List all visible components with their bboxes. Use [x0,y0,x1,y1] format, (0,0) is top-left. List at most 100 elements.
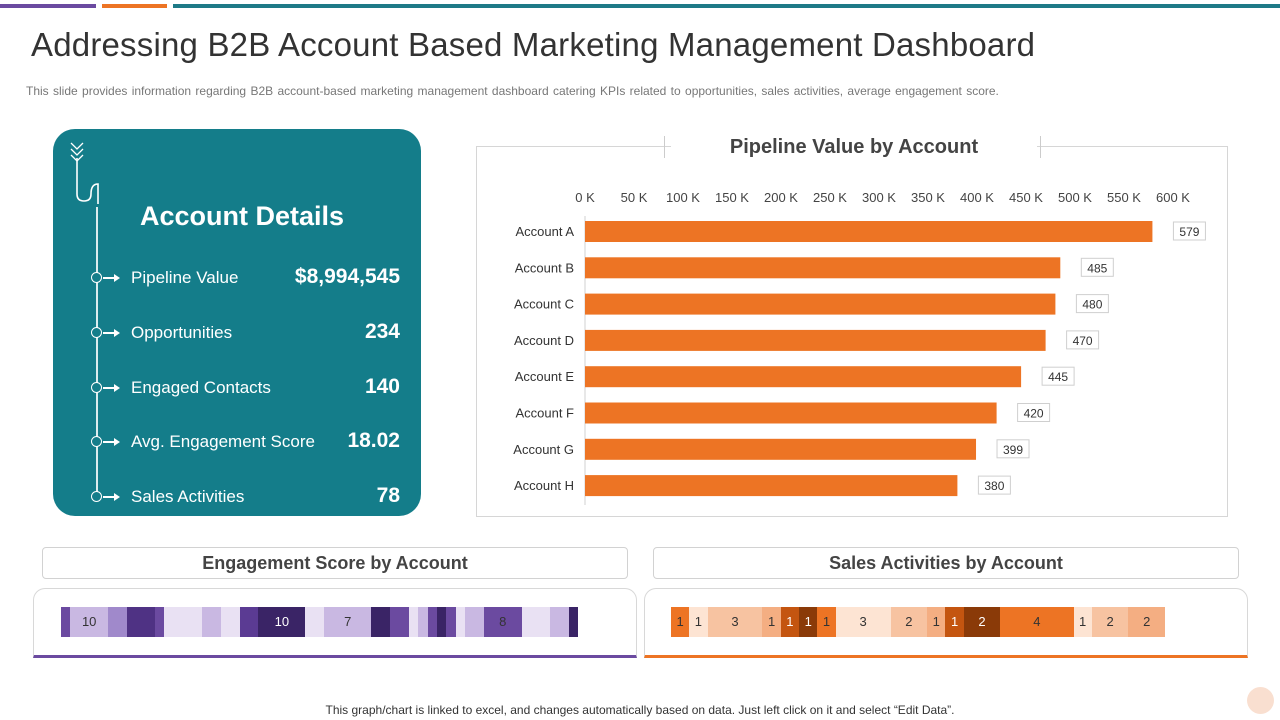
title-divider-left [664,136,665,158]
strip-segment [155,607,165,637]
x-tick-label: 400 K [960,190,994,205]
data-label: 579 [1179,225,1199,239]
category-label: Account G [513,442,574,457]
x-tick-label: 200 K [764,190,798,205]
page-title: Addressing B2B Account Based Marketing M… [31,26,1036,63]
pipeline-chart-title: Pipeline Value by Account [671,136,1037,162]
data-label: 480 [1082,298,1102,312]
arrowhead-icon [114,493,120,501]
data-label-box [1041,366,1075,386]
top-accent-bar-orange [102,4,167,8]
x-tick-label: 150 K [715,190,749,205]
pipeline-value-chart[interactable]: 0 K 50 K 100 K 150 K 200 K 250 K 300 K 350 K 400… [476,180,1228,510]
stat-label: Avg. Engagement Score [131,432,315,451]
timeline-line [96,207,98,499]
strip-segment [305,607,325,637]
bar [585,293,1056,315]
x-tick-label: 550 K [1107,190,1141,205]
stat-label: Engaged Contacts [131,378,271,397]
arrow-right-icon [103,387,117,389]
arrow-right-icon [103,496,117,498]
strip-segment [418,607,428,637]
data-label-box [1017,403,1051,422]
strip-segment [202,607,221,637]
arrowhead-icon [114,438,120,446]
data-label-box [1080,257,1114,277]
strip-segment: 4 [1000,607,1074,637]
stat-value: 140 [364,375,400,398]
strip-segment: 1 [799,607,818,637]
data-label: 399 [1003,443,1023,457]
strip-segment [126,607,155,637]
bar [585,257,1061,279]
timeline-node [91,382,102,393]
x-tick-label: 600 K [1156,190,1190,205]
data-label-box [1172,221,1206,241]
category-label: Account E [515,369,575,384]
account-details-card: Account Details Pipeline Value $8,994,54… [53,129,421,516]
strip-segment: 2 [890,607,928,637]
x-tick-label: 500 K [1058,190,1092,205]
arrow-right-icon [103,277,117,279]
strip-segment [549,607,569,637]
strip-segment [390,607,409,637]
data-label-box [977,475,1011,495]
category-label: Account C [514,297,574,312]
strip-segment [455,607,466,637]
strip-segment: 3 [707,607,763,637]
engagement-score-chart[interactable]: 10 10 7 8 [61,607,578,637]
strip-segment: 1 [945,607,964,637]
stat-sales-activities: Sales Activities 78 [53,481,421,511]
arrow-right-icon [103,441,117,443]
data-label: 445 [1048,370,1068,384]
strip-segment [465,607,484,637]
x-tick-label: 50 K [621,190,648,205]
strip-segment [220,607,240,637]
data-label-box [1075,294,1109,314]
stat-pipeline-value: Pipeline Value $8,994,545 [53,262,421,292]
stat-label: Pipeline Value [131,268,239,287]
account-details-title: Account Details [140,201,345,231]
data-label: 470 [1073,334,1093,348]
category-label: Account B [515,260,574,275]
x-tick-label: 350 K [911,190,945,205]
corner-decoration [1247,687,1274,714]
strip-segment [437,607,447,637]
data-label-box [996,439,1030,459]
bar [585,438,977,460]
stat-avg-engagement-score: Avg. Engagement Score 18.02 [53,426,421,456]
strip-segment [427,607,437,637]
x-tick-label: 450 K [1009,190,1043,205]
bar [585,402,997,424]
strip-segment: 2 [963,607,1001,637]
engagement-score-header: Engagement Score by Account [42,547,628,579]
strip-segment: 1 [817,607,836,637]
strip-segment [408,607,419,637]
strip-segment: 1 [927,607,946,637]
timeline-node [91,327,102,338]
strip-segment [521,607,550,637]
timeline-node [91,491,102,502]
strip-segment [446,607,456,637]
top-accent-bar-teal [173,4,1280,8]
arrowhead-icon [114,384,120,392]
stat-engaged-contacts: Engaged Contacts 140 [53,372,421,402]
strip-segment: 2 [1091,607,1129,637]
sales-activities-header: Sales Activities by Account [653,547,1239,579]
category-label: Account F [515,406,574,421]
top-accent-bar-purple [0,4,96,8]
category-label: Account A [515,224,574,239]
timeline-node [91,272,102,283]
strip-segment [568,607,578,637]
stat-value: 18.02 [347,429,400,452]
strip-segment: 1 [1073,607,1092,637]
stat-label: Sales Activities [131,487,245,506]
strip-segment: 7 [324,607,372,637]
strip-segment: 10 [258,607,306,637]
footer-note: This graph/chart is linked to excel, and… [325,703,955,717]
strip-segment: 8 [484,607,522,637]
strip-segment [61,607,71,637]
x-tick-label: 0 K [575,190,595,205]
x-tick-label: 100 K [666,190,700,205]
